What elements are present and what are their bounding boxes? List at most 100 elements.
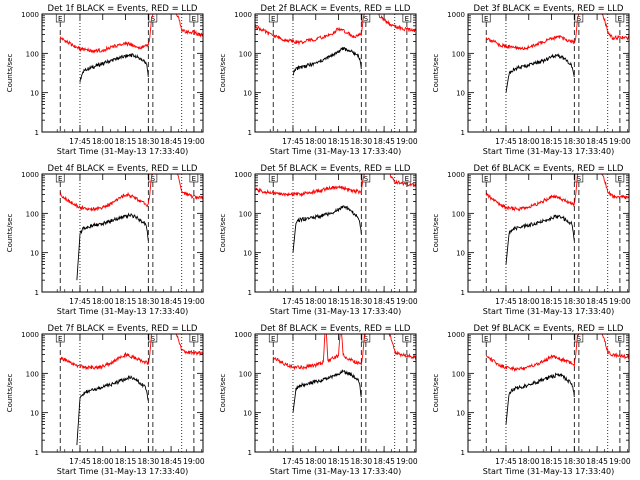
x-tick-label: 18:45 (586, 297, 608, 306)
x-tick-label: 18:15 (328, 297, 350, 306)
x-tick-label: 18:45 (586, 137, 608, 146)
marker-label: E (58, 15, 62, 23)
marker-label: S (151, 335, 156, 343)
y-axis-label: Counts/sec (432, 54, 440, 93)
x-tick-label: 18:30 (564, 137, 586, 146)
x-tick-label: 18:15 (541, 297, 563, 306)
x-tick-label: 19:00 (183, 457, 205, 466)
y-tick-label: 1 (461, 289, 465, 297)
panel-title: Det 6f BLACK = Events, RED = LLD (474, 164, 624, 174)
x-tick-label: 18:15 (115, 297, 137, 306)
marker-label: E (484, 15, 488, 23)
panel-title: Det 4f BLACK = Events, RED = LLD (48, 164, 198, 174)
x-tick-label: 18:00 (305, 137, 327, 146)
marker-label: E (192, 335, 196, 343)
x-tick-label: 19:00 (609, 457, 631, 466)
marker-label: E (405, 175, 409, 183)
y-tick-label: 1000 (447, 11, 465, 19)
marker-label: E (271, 15, 275, 23)
lld-series-line (59, 13, 204, 54)
marker-label: S (364, 175, 369, 183)
x-tick-label: 18:30 (138, 297, 160, 306)
events-series-line (76, 375, 149, 446)
y-tick-label: 10 (30, 410, 39, 418)
detector-panel: Det 8f BLACK = Events, RED = LLD Counts/s… (219, 324, 418, 476)
y-axis-label: Counts/sec (219, 54, 227, 93)
y-tick-label: 1 (248, 289, 252, 297)
y-axis-label: Counts/sec (432, 214, 440, 253)
x-tick-label: 17:45 (495, 137, 517, 146)
lld-series-line (254, 173, 417, 198)
marker-label: E (271, 175, 275, 183)
x-axis-label: Start Time (31-May-13 17:33:40) (270, 307, 401, 316)
marker-label: E (484, 175, 488, 183)
y-tick-label: 1 (461, 129, 465, 137)
y-tick-label: 1000 (234, 11, 252, 19)
panel-title: Det 7f BLACK = Events, RED = LLD (48, 324, 198, 334)
events-series-line (292, 205, 362, 253)
panel-title: Det 1f BLACK = Events, RED = LLD (48, 4, 198, 14)
lld-series-line (59, 333, 204, 371)
y-tick-label: 1000 (21, 171, 39, 179)
plot-frame (254, 173, 417, 293)
x-tick-label: 18:15 (328, 137, 350, 146)
x-tick-label: 18:00 (305, 457, 327, 466)
y-tick-label: 1 (35, 129, 39, 137)
panel-title: Det 8f BLACK = Events, RED = LLD (261, 324, 411, 334)
x-tick-label: 18:00 (92, 297, 114, 306)
x-tick-label: 17:45 (282, 137, 304, 146)
x-tick-label: 18:30 (564, 457, 586, 466)
marker-label: E (192, 15, 196, 23)
x-tick-label: 18:15 (115, 137, 137, 146)
marker-label: E (618, 15, 622, 23)
lld-series-line (254, 13, 417, 46)
y-tick-label: 100 (26, 50, 39, 58)
marker-label: E (618, 175, 622, 183)
x-tick-label: 18:00 (518, 457, 540, 466)
y-tick-label: 10 (456, 90, 465, 98)
marker-label: S (364, 15, 369, 23)
detector-panel: Det 2f BLACK = Events, RED = LLD Counts/s… (219, 4, 418, 156)
x-tick-label: 19:00 (183, 137, 205, 146)
panel-title: Det 5f BLACK = Events, RED = LLD (261, 164, 411, 174)
y-tick-label: 100 (239, 50, 252, 58)
y-tick-label: 100 (452, 370, 465, 378)
y-tick-label: 100 (239, 370, 252, 378)
marker-label: E (405, 15, 409, 23)
y-tick-label: 1000 (21, 11, 39, 19)
plot-frame (41, 13, 204, 133)
x-axis-label: Start Time (31-May-13 17:33:40) (57, 147, 188, 156)
x-tick-label: 18:15 (328, 457, 350, 466)
y-tick-label: 10 (456, 410, 465, 418)
y-tick-label: 10 (456, 250, 465, 258)
x-tick-label: 19:00 (396, 137, 418, 146)
detector-panel: Det 3f BLACK = Events, RED = LLD Counts/s… (432, 4, 631, 156)
lld-series-line (485, 173, 630, 212)
events-series-line (76, 212, 149, 281)
y-tick-label: 1 (35, 449, 39, 457)
x-tick-label: 18:45 (586, 457, 608, 466)
lld-series-line (485, 13, 630, 51)
y-tick-label: 1 (35, 289, 39, 297)
x-tick-label: 18:00 (518, 297, 540, 306)
x-tick-label: 18:30 (351, 297, 373, 306)
x-tick-label: 17:45 (495, 457, 517, 466)
y-tick-label: 1000 (21, 331, 39, 339)
x-tick-label: 19:00 (396, 457, 418, 466)
x-tick-label: 18:45 (373, 297, 395, 306)
y-tick-label: 100 (452, 50, 465, 58)
marker-label: S (151, 175, 156, 183)
detector-panel: Det 6f BLACK = Events, RED = LLD Counts/s… (432, 164, 631, 316)
events-series-line (505, 372, 575, 425)
plot-frame (467, 333, 630, 453)
marker-label: E (405, 335, 409, 343)
x-tick-label: 19:00 (183, 297, 205, 306)
y-tick-label: 10 (243, 410, 252, 418)
panel-title: Det 2f BLACK = Events, RED = LLD (261, 4, 411, 14)
plot-frame (41, 173, 204, 293)
y-tick-label: 100 (452, 210, 465, 218)
lld-series-line (59, 173, 204, 212)
y-tick-label: 1 (461, 449, 465, 457)
events-series-line (292, 46, 362, 76)
